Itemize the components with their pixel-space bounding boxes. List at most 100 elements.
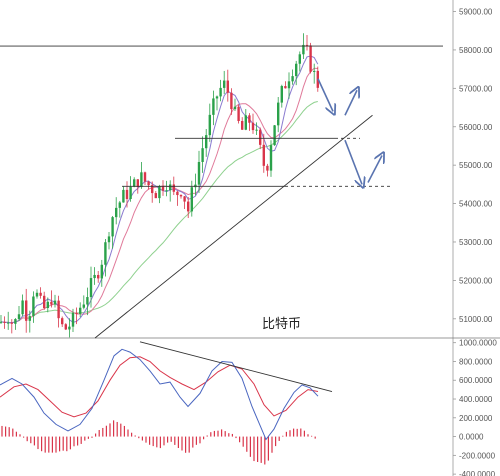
candle [154, 191, 157, 199]
candle [79, 302, 82, 318]
candle [262, 133, 265, 173]
candle [201, 136, 204, 173]
candle [305, 35, 309, 51]
candle-body [287, 81, 291, 89]
candle [14, 318, 17, 330]
candle-body [71, 312, 75, 327]
candle [273, 124, 276, 146]
macd-panel: -400.0000 -200.0000 0.0000 200.0000 400.0000… [0, 339, 497, 476]
candle [7, 311, 10, 330]
candle-body [183, 196, 186, 202]
candle [158, 184, 161, 204]
candle [212, 90, 215, 126]
candle [219, 79, 222, 102]
candle [118, 200, 121, 218]
candle-body [50, 301, 53, 305]
candle [82, 295, 85, 310]
candle-body [241, 121, 244, 130]
candle [32, 291, 35, 323]
candle-body [115, 207, 118, 218]
candle [208, 103, 211, 142]
candle [68, 318, 71, 338]
candle-body [32, 296, 35, 317]
candle-body [244, 115, 247, 130]
macd-tick-label: 0.0000 [459, 433, 484, 442]
candle [277, 96, 280, 133]
candle-body [17, 314, 21, 320]
forecast-arrow-1 [317, 78, 333, 112]
candle [53, 294, 57, 308]
candle-body [313, 70, 316, 72]
candle-body [158, 185, 161, 199]
candle [237, 104, 240, 124]
candle-body [215, 96, 219, 99]
candle [169, 180, 172, 202]
candle-body [14, 319, 17, 324]
candle [179, 194, 183, 199]
candle [266, 163, 269, 177]
candle-body [233, 106, 237, 110]
candle-body [248, 115, 251, 123]
candle-body [28, 316, 31, 321]
candle [17, 305, 21, 321]
macd-tick-label: 1000.0000 [459, 339, 497, 348]
candle-body [230, 92, 233, 110]
macd-tick-label: -200.0000 [459, 451, 496, 460]
candle [230, 88, 233, 115]
candle-body [0, 321, 3, 323]
candle-body [169, 184, 172, 191]
candle [251, 113, 255, 134]
candle-body [151, 185, 154, 194]
candle [248, 113, 251, 131]
price-tick-label: 59000.00 [459, 8, 493, 17]
candle-body [165, 190, 168, 192]
candle [50, 290, 53, 308]
candle-body [75, 312, 78, 314]
candle [107, 231, 111, 250]
candle-body [197, 161, 201, 185]
price-tick-label: 57000.00 [459, 84, 493, 93]
candle [111, 216, 114, 249]
candle-body [255, 129, 258, 131]
candle-body [21, 300, 24, 315]
candle-body [251, 122, 255, 131]
candle [0, 314, 3, 325]
candle [21, 294, 24, 317]
forecast-arrow-3 [344, 139, 362, 184]
candle [147, 180, 150, 190]
candle-body [305, 44, 309, 46]
candle-body [208, 114, 211, 136]
candle [205, 129, 208, 157]
candle [223, 70, 226, 95]
candle [295, 60, 298, 86]
candle-body [43, 295, 46, 308]
candle-body [10, 322, 13, 324]
candle [129, 176, 132, 202]
candle-body [269, 145, 273, 171]
candle-body [104, 242, 107, 265]
forecast-arrow-4 [367, 156, 382, 183]
candle-body [226, 80, 229, 93]
candle-body [187, 201, 190, 212]
candle [86, 287, 89, 316]
candle-body [143, 172, 147, 182]
candle [64, 323, 67, 331]
candle-body [89, 278, 93, 298]
candle [104, 238, 107, 277]
candle-body [154, 193, 157, 199]
price-tick-label: 52000.00 [459, 276, 493, 285]
price-tick-label: 54000.00 [459, 200, 493, 209]
candle [280, 84, 283, 108]
candle-body [100, 264, 103, 279]
candle [215, 95, 219, 111]
macd-dif-line [0, 348, 319, 441]
candle-body [39, 292, 42, 296]
candle-body [107, 236, 111, 243]
candle-body [262, 144, 265, 166]
candle-body [179, 195, 183, 197]
candle-body [223, 80, 226, 88]
candle [140, 161, 143, 189]
candle-body [291, 76, 294, 82]
candle [43, 291, 46, 310]
